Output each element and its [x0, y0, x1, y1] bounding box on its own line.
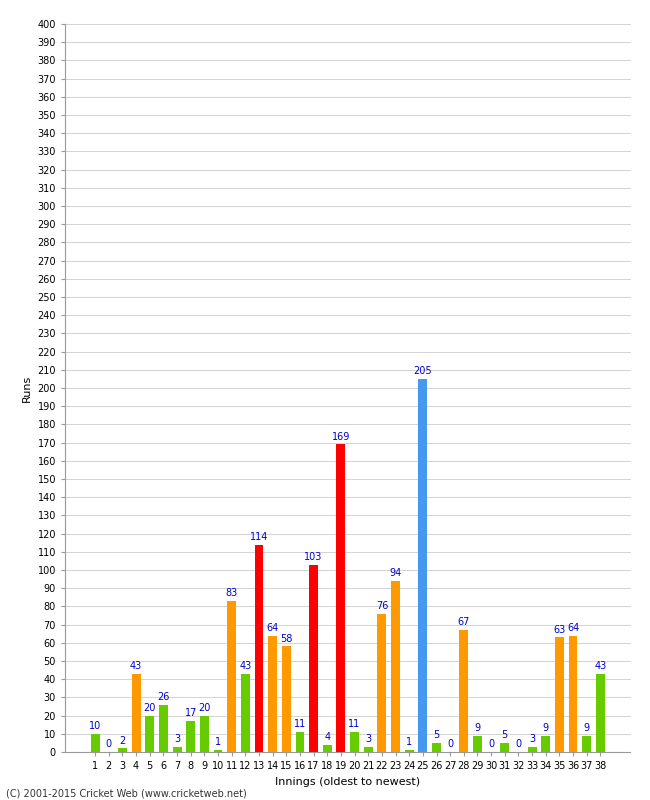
Text: 0: 0: [515, 739, 521, 750]
Bar: [146, 715, 154, 752]
Bar: [432, 743, 441, 752]
Text: 11: 11: [348, 719, 361, 730]
Text: 4: 4: [324, 732, 330, 742]
Bar: [419, 379, 427, 752]
Text: 64: 64: [266, 622, 279, 633]
Bar: [91, 734, 99, 752]
Text: 103: 103: [304, 552, 323, 562]
X-axis label: Innings (oldest to newest): Innings (oldest to newest): [275, 777, 421, 786]
Text: 114: 114: [250, 532, 268, 542]
Text: 3: 3: [174, 734, 180, 744]
Text: 64: 64: [567, 622, 579, 633]
Bar: [173, 746, 181, 752]
Bar: [350, 732, 359, 752]
Text: 26: 26: [157, 692, 170, 702]
Text: 5: 5: [502, 730, 508, 740]
Text: 0: 0: [488, 739, 494, 750]
Bar: [473, 736, 482, 752]
Bar: [227, 601, 236, 752]
Text: 0: 0: [447, 739, 453, 750]
Bar: [596, 674, 605, 752]
Text: 58: 58: [280, 634, 292, 644]
Bar: [364, 746, 372, 752]
Y-axis label: Runs: Runs: [22, 374, 32, 402]
Bar: [118, 748, 127, 752]
Text: 67: 67: [458, 618, 470, 627]
Bar: [241, 674, 250, 752]
Bar: [569, 635, 577, 752]
Bar: [200, 715, 209, 752]
Bar: [323, 745, 332, 752]
Bar: [582, 736, 591, 752]
Bar: [187, 721, 195, 752]
Text: 3: 3: [529, 734, 535, 744]
Bar: [214, 750, 222, 752]
Text: 63: 63: [553, 625, 566, 634]
Text: 9: 9: [584, 723, 590, 733]
Text: 43: 43: [594, 661, 606, 671]
Bar: [555, 638, 564, 752]
Bar: [268, 635, 277, 752]
Text: 11: 11: [294, 719, 306, 730]
Text: 1: 1: [406, 738, 412, 747]
Text: 169: 169: [332, 432, 350, 442]
Bar: [405, 750, 413, 752]
Text: 9: 9: [474, 723, 480, 733]
Text: 3: 3: [365, 734, 371, 744]
Bar: [159, 705, 168, 752]
Text: 76: 76: [376, 601, 388, 611]
Bar: [541, 736, 550, 752]
Bar: [500, 743, 509, 752]
Text: 20: 20: [144, 703, 156, 713]
Text: 10: 10: [89, 721, 101, 731]
Bar: [282, 646, 291, 752]
Text: 83: 83: [226, 588, 238, 598]
Text: 5: 5: [434, 730, 439, 740]
Text: 20: 20: [198, 703, 211, 713]
Bar: [296, 732, 304, 752]
Text: 1: 1: [215, 738, 221, 747]
Text: 205: 205: [413, 366, 432, 376]
Text: 2: 2: [120, 736, 125, 746]
Text: 9: 9: [543, 723, 549, 733]
Text: 94: 94: [389, 568, 402, 578]
Text: 43: 43: [239, 661, 252, 671]
Text: 0: 0: [106, 739, 112, 750]
Text: 43: 43: [130, 661, 142, 671]
Bar: [255, 545, 263, 752]
Bar: [132, 674, 140, 752]
Bar: [391, 581, 400, 752]
Bar: [337, 445, 345, 752]
Bar: [309, 565, 318, 752]
Bar: [460, 630, 468, 752]
Text: (C) 2001-2015 Cricket Web (www.cricketweb.net): (C) 2001-2015 Cricket Web (www.cricketwe…: [6, 788, 247, 798]
Bar: [378, 614, 386, 752]
Bar: [528, 746, 536, 752]
Text: 17: 17: [185, 708, 197, 718]
